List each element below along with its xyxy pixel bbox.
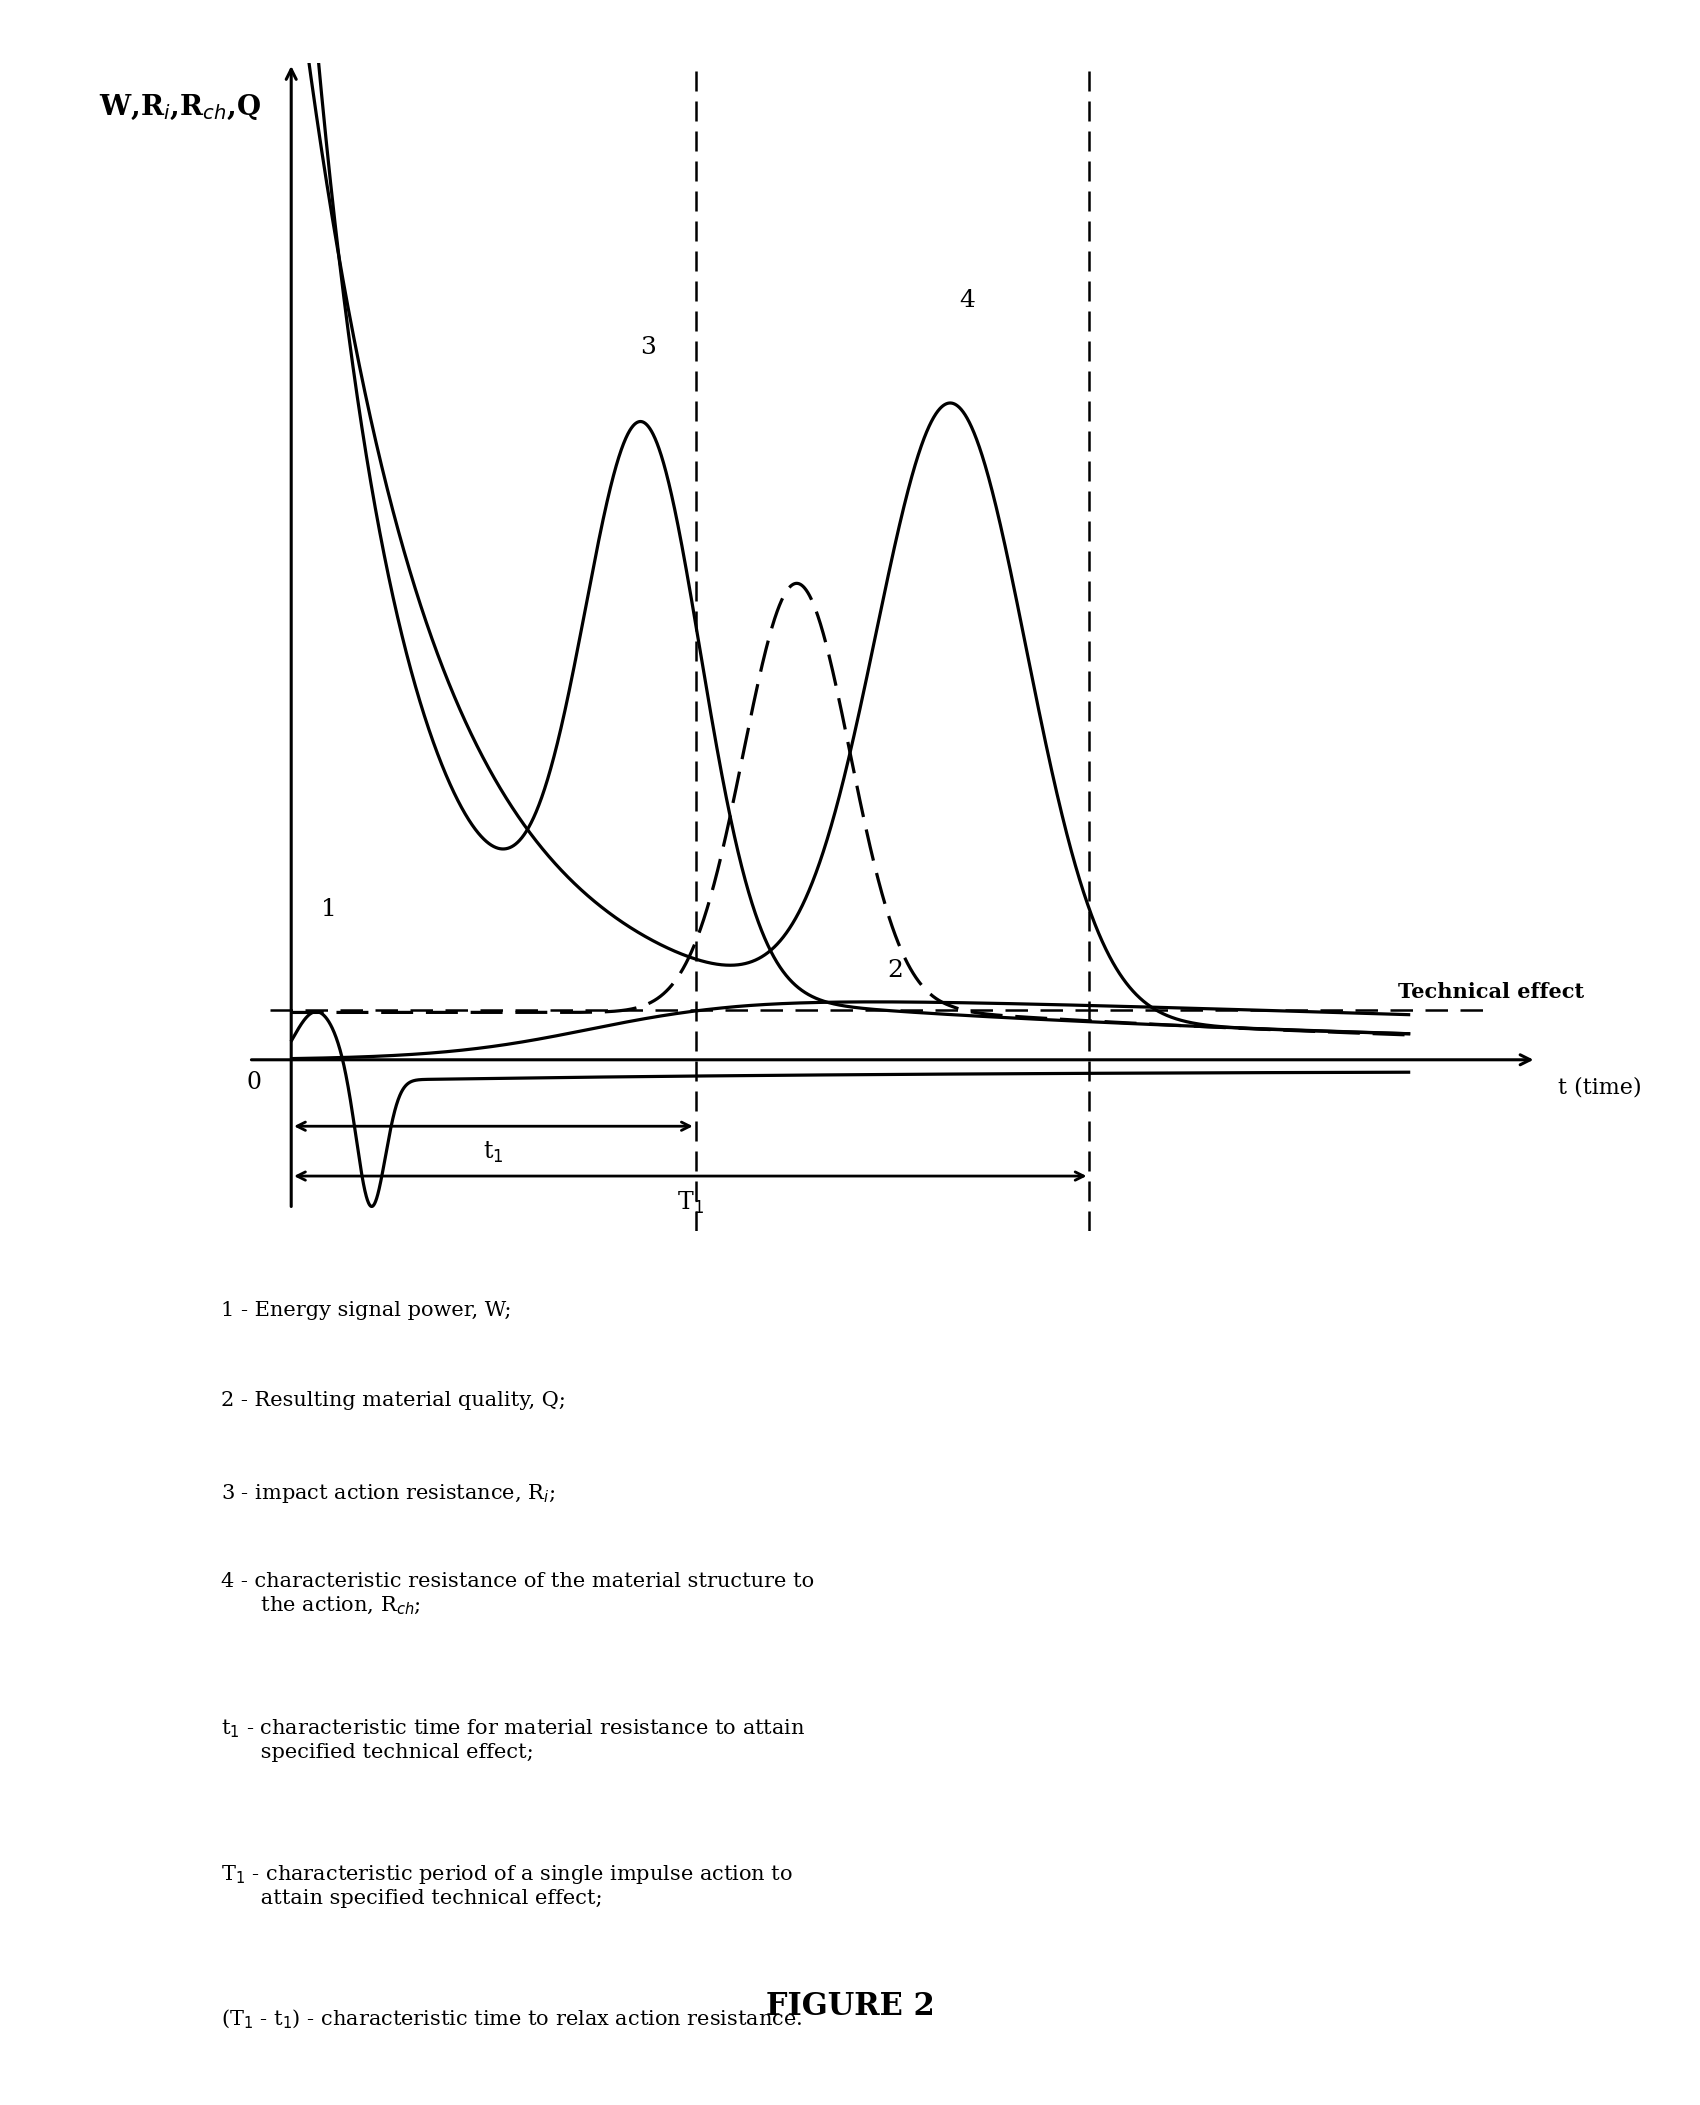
Text: 3 - impact action resistance, R$_i$;: 3 - impact action resistance, R$_i$; (221, 1482, 556, 1505)
Text: 4 - characteristic resistance of the material structure to
      the action, R$_: 4 - characteristic resistance of the mat… (221, 1572, 814, 1617)
Text: 2 - Resulting material quality, Q;: 2 - Resulting material quality, Q; (221, 1391, 566, 1410)
Text: Technical effect: Technical effect (1397, 981, 1584, 1002)
Text: 1: 1 (321, 899, 337, 920)
Text: W,R$_i$,R$_{ch}$,Q: W,R$_i$,R$_{ch}$,Q (100, 93, 262, 122)
Text: FIGURE 2: FIGURE 2 (765, 1991, 935, 2021)
Text: (T$_1$ - t$_1$) - characteristic time to relax action resistance.: (T$_1$ - t$_1$) - characteristic time to… (221, 2008, 802, 2031)
Text: 2: 2 (887, 958, 903, 981)
Text: 0: 0 (246, 1071, 262, 1095)
Text: T$_1$ - characteristic period of a single impulse action to
      attain specifi: T$_1$ - characteristic period of a singl… (221, 1863, 792, 1907)
Text: t$_1$: t$_1$ (483, 1141, 503, 1166)
Text: 1 - Energy signal power, W;: 1 - Energy signal power, W; (221, 1301, 512, 1320)
Text: t$_1$ - characteristic time for material resistance to attain
      specified te: t$_1$ - characteristic time for material… (221, 1718, 806, 1762)
Text: 4: 4 (959, 288, 974, 312)
Text: T$_1$: T$_1$ (677, 1189, 704, 1217)
Text: t (time): t (time) (1557, 1076, 1640, 1099)
Text: 3: 3 (639, 337, 656, 358)
